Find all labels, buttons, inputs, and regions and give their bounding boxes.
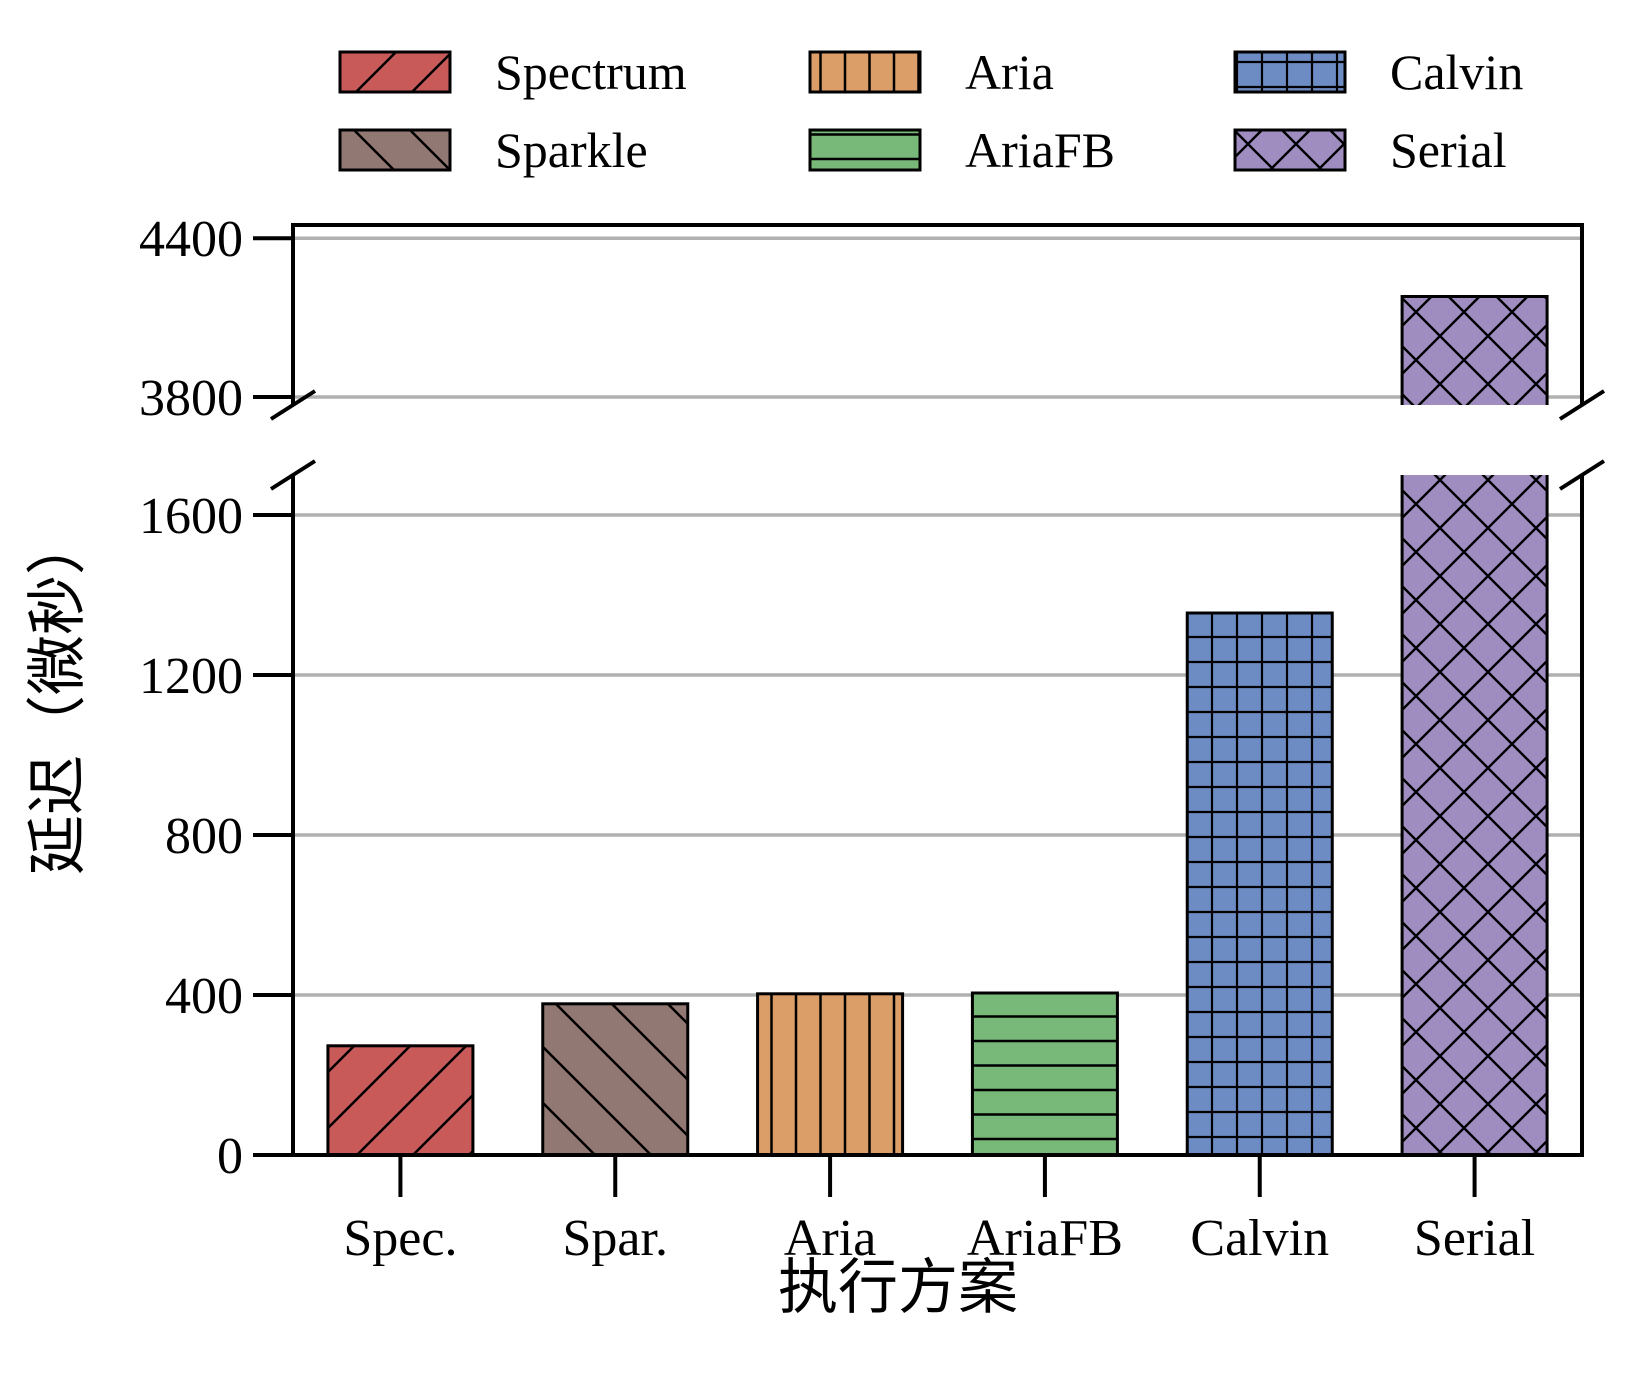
x-tick-label: AriaFB (967, 1210, 1123, 1267)
upper-y-ticks: 3800 4400 (139, 211, 293, 427)
legend: Spectrum Aria Calvin Sparkle AriaFB Serial (338, 44, 1523, 178)
bar-hatch (1187, 613, 1333, 1155)
upper-gridlines (293, 236, 1582, 399)
y-tick-label: 800 (165, 808, 243, 865)
legend-swatch-hatch (1235, 52, 1345, 92)
y-tick-label: 1200 (139, 648, 243, 705)
bar-hatch (1402, 475, 1548, 1155)
axes-frames (291, 223, 1584, 1157)
x-tick-label: Spar. (563, 1210, 668, 1267)
x-tick-label: Calvin (1190, 1210, 1329, 1267)
legend-swatch-border (338, 50, 452, 94)
y-tick-label: 1600 (139, 488, 243, 545)
legend-label: Aria (965, 44, 1054, 100)
bar-hatch (972, 993, 1118, 1155)
y-tick-label: 3800 (139, 370, 243, 427)
lower-frame (291, 475, 1584, 1157)
bar-hatch (757, 993, 903, 1155)
upper-axes: 3800 4400 (139, 211, 1582, 427)
lower-gridlines (293, 513, 1582, 997)
break-mark (1558, 459, 1606, 491)
legend-label: Serial (1390, 122, 1507, 178)
y-tick-label: 400 (165, 968, 243, 1025)
legend-swatch-hatch (810, 130, 920, 170)
y-tick-label: 4400 (139, 211, 243, 268)
y-axis-title: 延迟（微秒） (23, 515, 93, 875)
legend-swatch-hatch (340, 52, 450, 92)
legend-label: AriaFB (965, 122, 1115, 178)
legend-swatch-border (1233, 50, 1347, 94)
bar-hatch (327, 1045, 473, 1155)
upper-bars (1400, 294, 1549, 405)
legend-swatch-border (808, 128, 922, 172)
x-tick-label: Aria (784, 1210, 876, 1267)
legend-label: Spectrum (495, 44, 687, 100)
legend-swatch-border (338, 128, 452, 172)
legend-swatch-hatch (340, 130, 450, 170)
legend-label: Calvin (1390, 44, 1523, 100)
x-tick-label: Serial (1414, 1210, 1535, 1267)
legend-swatch-border (808, 50, 922, 94)
lower-y-ticks: 0 400 800 1200 1600 (139, 488, 293, 1185)
lower-bars (326, 475, 1549, 1157)
y-tick-label: 0 (217, 1128, 243, 1185)
bar-hatch (542, 1003, 688, 1155)
bar-hatch (1402, 296, 1548, 405)
legend-swatch-border (1233, 128, 1347, 172)
legend-swatch-hatch (810, 52, 920, 92)
bar-outline (1400, 294, 1549, 405)
legend-swatch-hatch (1235, 130, 1345, 170)
x-axis-title: 执行方案 (778, 1253, 1018, 1323)
upper-frame (291, 223, 1584, 405)
break-mark (269, 389, 317, 421)
lower-axes: 0 400 800 1200 1600 Spec. Spar. Aria AriaFB Calv… (139, 475, 1582, 1267)
break-mark (269, 459, 317, 491)
break-mark (1558, 389, 1606, 421)
x-axis-ticks: Spec. Spar. Aria AriaFB Calvin Serial (343, 1155, 1535, 1267)
legend-label: Sparkle (495, 122, 648, 178)
x-tick-label: Spec. (343, 1210, 457, 1267)
axis-break-marks (269, 389, 1606, 491)
